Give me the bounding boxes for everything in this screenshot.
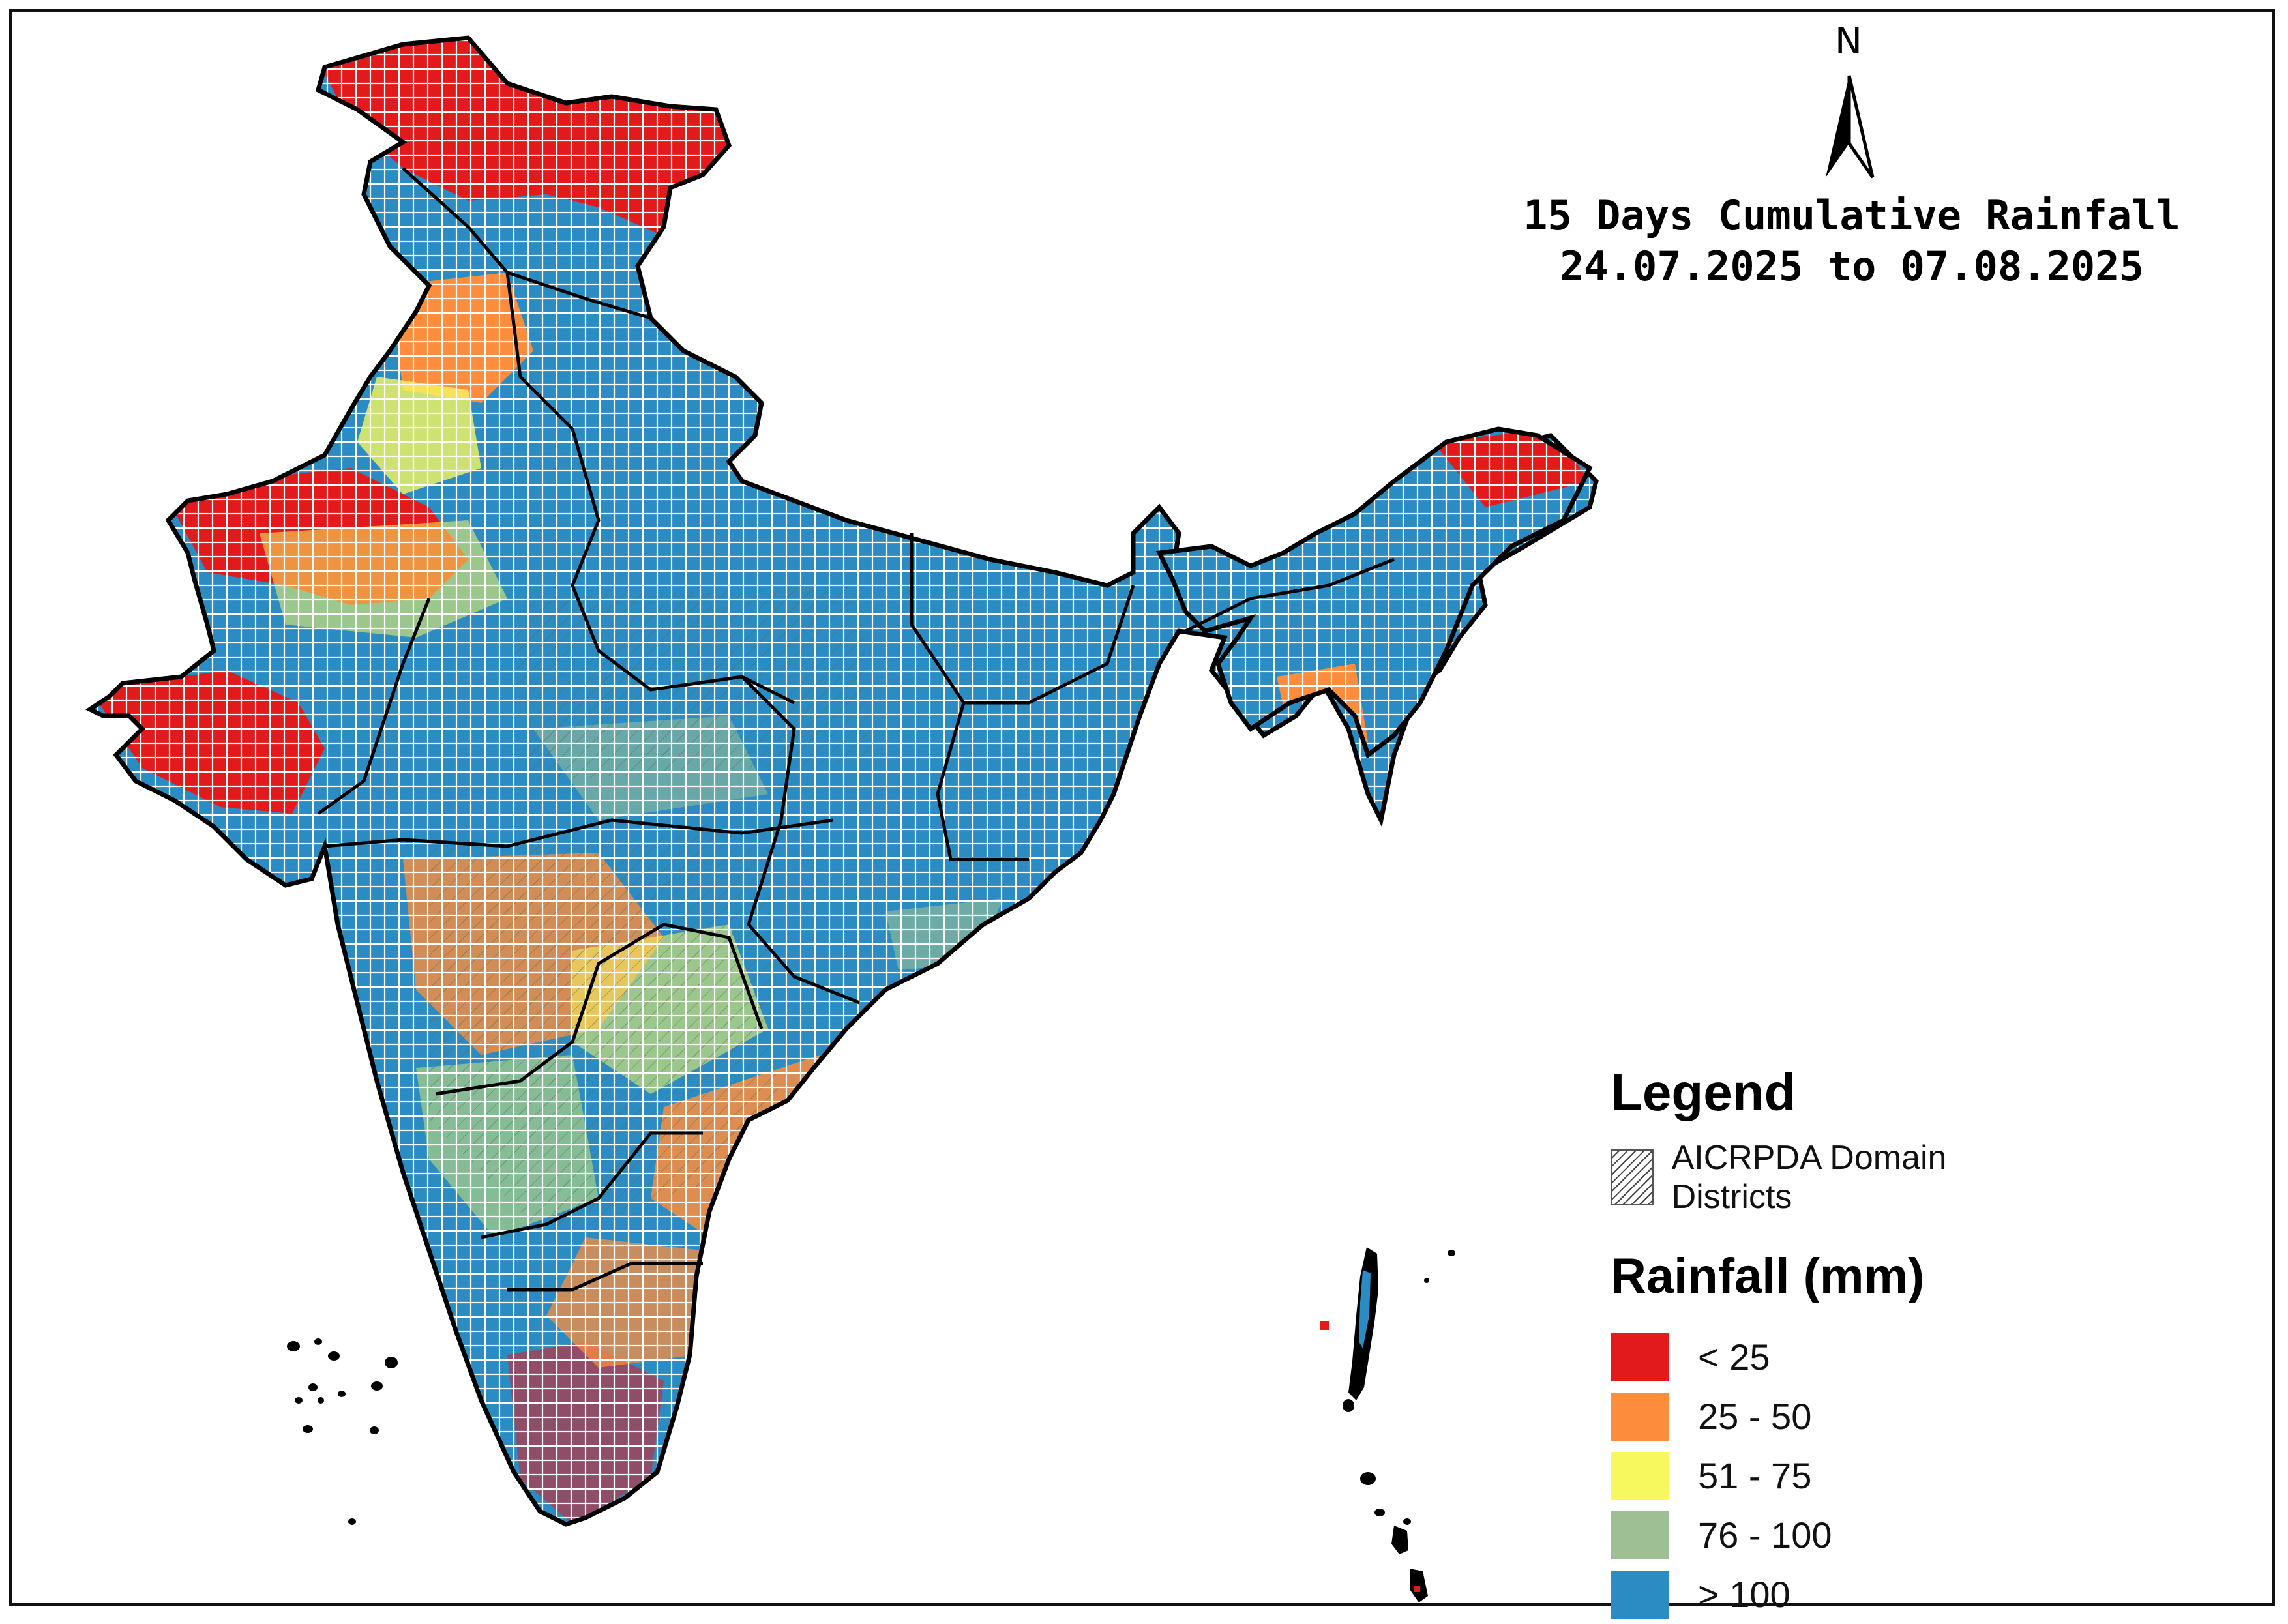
- legend-class-row: 76 - 100: [1611, 1505, 1976, 1565]
- andaman-nicobar-islands: [1320, 1247, 1455, 1602]
- rainfall-classes: < 25 25 - 50 51 - 75 76 - 100 > 100: [1611, 1327, 1976, 1624]
- legend-class-swatch: [1611, 1333, 1669, 1381]
- legend-class-label: > 100: [1698, 1574, 1790, 1615]
- map-title-line2: 24.07.2025 to 07.08.2025: [1560, 243, 2144, 290]
- northeast-region: [1120, 403, 1616, 768]
- legend-class-row: > 100: [1611, 1565, 1976, 1624]
- legend-class-row: < 25: [1611, 1327, 1976, 1387]
- north-arrow: N: [1813, 23, 1884, 60]
- legend-class-label: 76 - 100: [1698, 1514, 1832, 1556]
- legend-class-row: 51 - 75: [1611, 1446, 1976, 1505]
- legend-class-swatch: [1611, 1392, 1669, 1441]
- legend: Legend AICRPDA Domain Districts Rainfall…: [1611, 1061, 1976, 1624]
- legend-class-label: 25 - 50: [1698, 1396, 1812, 1437]
- north-label: N: [1835, 20, 1862, 63]
- map-title: 15 Days Cumulative Rainfall 24.07.2025 t…: [1487, 190, 2217, 292]
- legend-class-label: 51 - 75: [1698, 1455, 1812, 1496]
- rainfall-heading: Rainfall (mm): [1611, 1248, 1925, 1304]
- legend-class-row: 25 - 50: [1611, 1387, 1976, 1446]
- legend-hatch-row: AICRPDA Domain Districts: [1611, 1138, 1976, 1217]
- legend-heading: Legend: [1611, 1063, 1796, 1121]
- map-title-line1: 15 Days Cumulative Rainfall: [1523, 192, 2180, 239]
- legend-class-swatch: [1611, 1511, 1669, 1559]
- legend-hatch-label: AICRPDA Domain Districts: [1671, 1139, 1947, 1216]
- legend-class-swatch: [1611, 1570, 1669, 1619]
- map-frame: [9, 9, 2275, 1606]
- legend-class-label: < 25: [1698, 1336, 1770, 1378]
- north-arrow-icon: [1826, 75, 1875, 179]
- state-boundaries: [317, 167, 1395, 1292]
- hatch-swatch-icon: [1611, 1149, 1654, 1205]
- legend-class-swatch: [1611, 1451, 1669, 1500]
- india-rainfall-map: [12, 12, 1875, 1602]
- lakshadweep-islands: [287, 1338, 398, 1525]
